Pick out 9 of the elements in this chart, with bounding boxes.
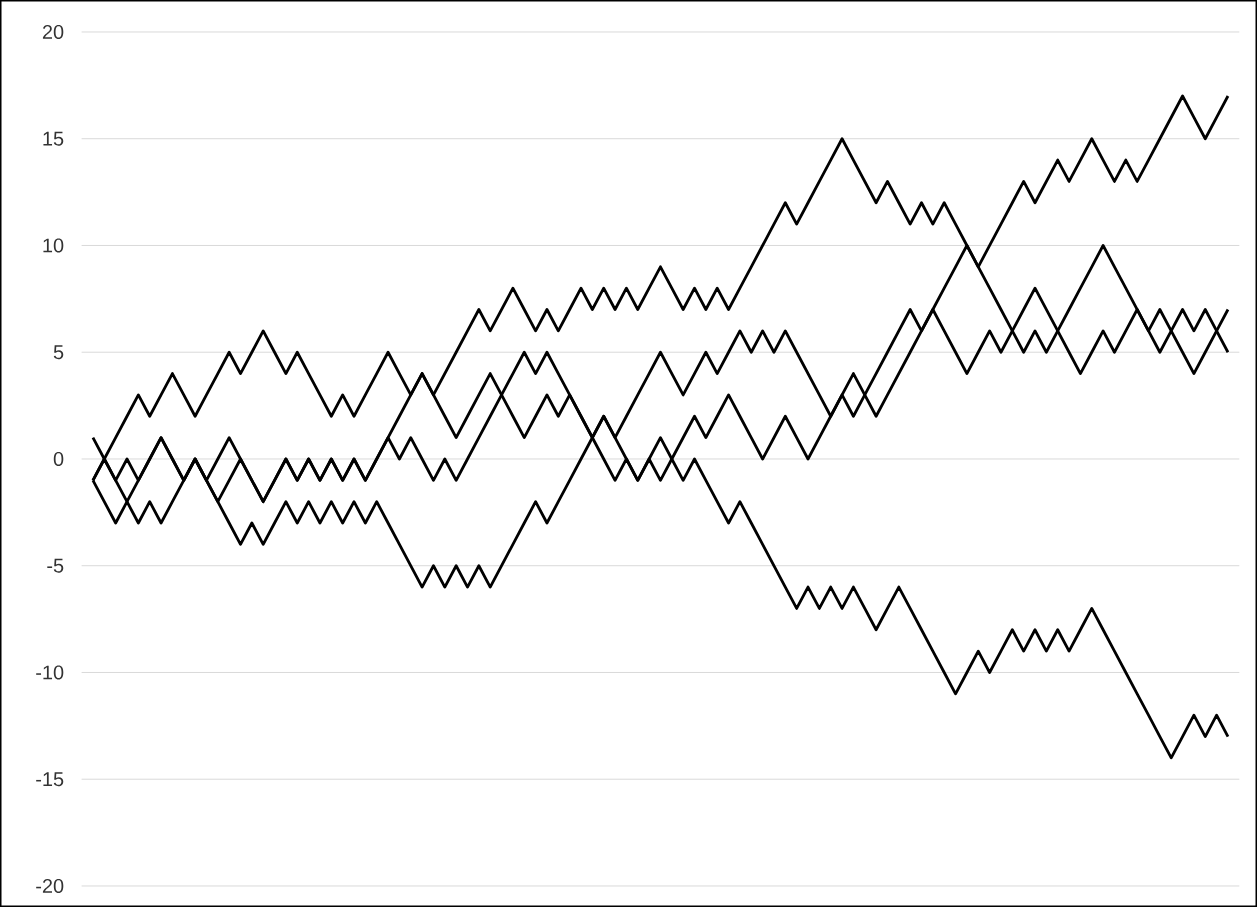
y-tick-label: 10 <box>43 238 64 253</box>
y-tick-label: 0 <box>53 451 64 467</box>
y-tick-label: -5 <box>47 558 64 573</box>
y-tick-label: 5 <box>53 345 64 360</box>
y-tick-label: -20 <box>36 878 64 894</box>
y-tick-label: -10 <box>36 665 64 680</box>
y-tick-label: 15 <box>43 131 64 146</box>
y-tick-label: -15 <box>36 772 64 787</box>
y-tick-label: 20 <box>42 24 64 40</box>
